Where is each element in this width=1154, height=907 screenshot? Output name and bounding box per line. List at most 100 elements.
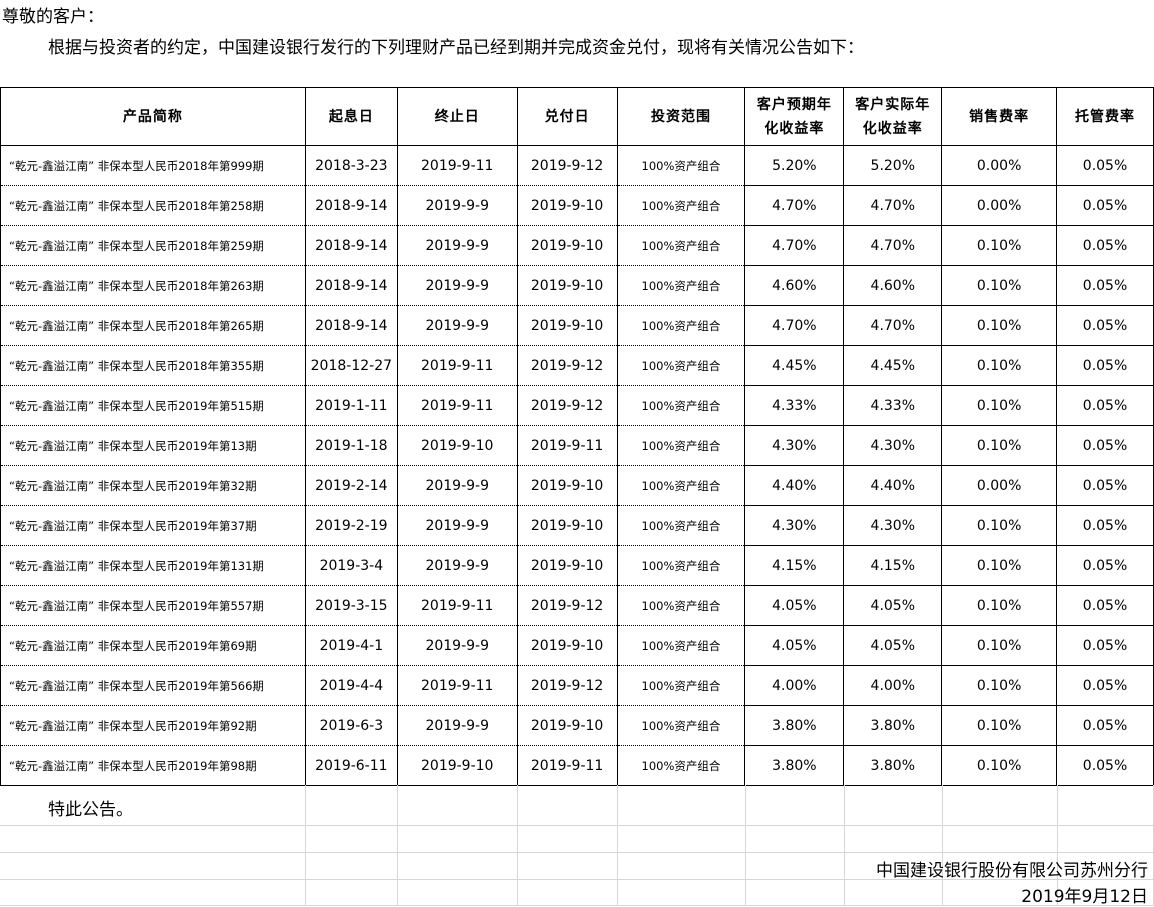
table-row: “乾元-鑫溢江南” 非保本型人民币2019年第32期 2019-2-14 2019-… — [0, 465, 1154, 506]
cell-start-date: 2018-12-27 — [304, 345, 398, 386]
table-row: “乾元-鑫溢江南” 非保本型人民币2019年第98期 2019-6-11 2019-… — [0, 745, 1154, 786]
cell-custody-fee: 0.05% — [1056, 385, 1154, 426]
cell-payment-date: 2019-9-10 — [516, 505, 618, 546]
cell-sales-fee: 0.10% — [941, 625, 1058, 666]
table-row: “乾元-鑫溢江南” 非保本型人民币2018年第259期 2018-9-14 2019… — [0, 225, 1154, 266]
grid-line — [0, 879, 1154, 880]
cell-start-date: 2019-3-4 — [304, 545, 398, 586]
cell-sales-fee: 0.00% — [941, 145, 1058, 186]
cell-start-date: 2019-4-1 — [304, 625, 398, 666]
cell-sales-fee: 0.10% — [941, 265, 1058, 306]
cell-end-date: 2019-9-9 — [396, 265, 518, 306]
cell-actual-yield: 5.20% — [843, 145, 943, 186]
cell-end-date: 2019-9-10 — [396, 425, 518, 466]
cell-custody-fee: 0.05% — [1056, 425, 1154, 466]
grid-line — [0, 825, 1154, 826]
cell-sales-fee: 0.10% — [941, 225, 1058, 266]
cell-end-date: 2019-9-11 — [396, 385, 518, 426]
cell-payment-date: 2019-9-10 — [516, 625, 618, 666]
header-end-date: 终止日 — [396, 87, 518, 146]
cell-actual-yield: 4.30% — [843, 425, 943, 466]
cell-sales-fee: 0.10% — [941, 585, 1058, 626]
cell-sales-fee: 0.10% — [941, 345, 1058, 386]
table-row: “乾元-鑫溢江南” 非保本型人民币2019年第557期 2019-3-15 2019… — [0, 585, 1154, 626]
cell-actual-yield: 4.70% — [843, 225, 943, 266]
cell-expected-yield: 4.70% — [744, 305, 845, 346]
cell-expected-yield: 5.20% — [744, 145, 845, 186]
cell-end-date: 2019-9-9 — [396, 305, 518, 346]
cell-payment-date: 2019-9-10 — [516, 545, 618, 586]
cell-investment-scope: 100%资产组合 — [616, 265, 746, 306]
cell-payment-date: 2019-9-10 — [516, 465, 618, 506]
cell-start-date: 2019-1-18 — [304, 425, 398, 466]
cell-start-date: 2019-2-14 — [304, 465, 398, 506]
cell-expected-yield: 4.70% — [744, 225, 845, 266]
cell-start-date: 2018-9-14 — [304, 305, 398, 346]
cell-end-date: 2019-9-11 — [396, 665, 518, 706]
cell-product-name: “乾元-鑫溢江南” 非保本型人民币2019年第566期 — [0, 665, 306, 706]
cell-custody-fee: 0.05% — [1056, 345, 1154, 386]
table-row: “乾元-鑫溢江南” 非保本型人民币2018年第999期 2018-3-23 2019… — [0, 145, 1154, 186]
cell-payment-date: 2019-9-12 — [516, 585, 618, 626]
cell-investment-scope: 100%资产组合 — [616, 585, 746, 626]
cell-expected-yield: 4.30% — [744, 425, 845, 466]
cell-custody-fee: 0.05% — [1056, 625, 1154, 666]
cell-custody-fee: 0.05% — [1056, 505, 1154, 546]
header-actual-yield-line2: 化收益率 — [862, 120, 923, 137]
cell-product-name: “乾元-鑫溢江南” 非保本型人民币2018年第258期 — [0, 185, 306, 226]
cell-payment-date: 2019-9-10 — [516, 705, 618, 746]
cell-expected-yield: 3.80% — [744, 745, 845, 786]
cell-sales-fee: 0.10% — [941, 385, 1058, 426]
table-row: “乾元-鑫溢江南” 非保本型人民币2019年第69期 2019-4-1 2019-9… — [0, 625, 1154, 666]
grid-line — [517, 785, 518, 906]
table-row: “乾元-鑫溢江南” 非保本型人民币2018年第265期 2018-9-14 2019… — [0, 305, 1154, 346]
cell-investment-scope: 100%资产组合 — [616, 345, 746, 386]
cell-investment-scope: 100%资产组合 — [616, 425, 746, 466]
cell-product-name: “乾元-鑫溢江南” 非保本型人民币2019年第69期 — [0, 625, 306, 666]
cell-custody-fee: 0.05% — [1056, 705, 1154, 746]
cell-actual-yield: 3.80% — [843, 705, 943, 746]
cell-expected-yield: 4.70% — [744, 185, 845, 226]
cell-custody-fee: 0.05% — [1056, 265, 1154, 306]
cell-payment-date: 2019-9-10 — [516, 305, 618, 346]
cell-end-date: 2019-9-11 — [396, 585, 518, 626]
cell-actual-yield: 4.00% — [843, 665, 943, 706]
table-row: “乾元-鑫溢江南” 非保本型人民币2018年第355期 2018-12-27 201… — [0, 345, 1154, 386]
cell-product-name: “乾元-鑫溢江南” 非保本型人民币2019年第515期 — [0, 385, 306, 426]
cell-investment-scope: 100%资产组合 — [616, 665, 746, 706]
cell-end-date: 2019-9-9 — [396, 185, 518, 226]
header-expected-yield: 客户预期年 化收益率 — [744, 87, 845, 146]
cell-expected-yield: 4.05% — [744, 585, 845, 626]
cell-end-date: 2019-9-11 — [396, 145, 518, 186]
cell-expected-yield: 4.33% — [744, 385, 845, 426]
cell-product-name: “乾元-鑫溢江南” 非保本型人民币2018年第259期 — [0, 225, 306, 266]
cell-payment-date: 2019-9-11 — [516, 745, 618, 786]
header-investment-scope: 投资范围 — [616, 87, 746, 146]
cell-custody-fee: 0.05% — [1056, 305, 1154, 346]
table-row: “乾元-鑫溢江南” 非保本型人民币2018年第258期 2018-9-14 2019… — [0, 185, 1154, 226]
cell-actual-yield: 4.45% — [843, 345, 943, 386]
header-expected-yield-line2: 化收益率 — [764, 120, 825, 137]
cell-payment-date: 2019-9-12 — [516, 145, 618, 186]
table-row: “乾元-鑫溢江南” 非保本型人民币2018年第263期 2018-9-14 2019… — [0, 265, 1154, 306]
cell-start-date: 2019-6-3 — [304, 705, 398, 746]
cell-product-name: “乾元-鑫溢江南” 非保本型人民币2018年第265期 — [0, 305, 306, 346]
cell-custody-fee: 0.05% — [1056, 465, 1154, 506]
cell-expected-yield: 4.45% — [744, 345, 845, 386]
grid-line — [942, 785, 943, 906]
cell-start-date: 2019-1-11 — [304, 385, 398, 426]
cell-sales-fee: 0.10% — [941, 745, 1058, 786]
greeting: 尊敬的客户： — [2, 7, 104, 27]
closing-text: 特此公告。 — [48, 800, 133, 820]
grid-line — [305, 785, 306, 906]
header-payment-date: 兑付日 — [516, 87, 618, 146]
grid-line — [1057, 785, 1058, 906]
cell-payment-date: 2019-9-10 — [516, 265, 618, 306]
header-start-date: 起息日 — [304, 87, 398, 146]
cell-actual-yield: 4.40% — [843, 465, 943, 506]
cell-end-date: 2019-9-9 — [396, 225, 518, 266]
cell-investment-scope: 100%资产组合 — [616, 625, 746, 666]
cell-actual-yield: 4.70% — [843, 305, 943, 346]
cell-product-name: “乾元-鑫溢江南” 非保本型人民币2018年第263期 — [0, 265, 306, 306]
header-custody-fee: 托管费率 — [1056, 87, 1154, 146]
